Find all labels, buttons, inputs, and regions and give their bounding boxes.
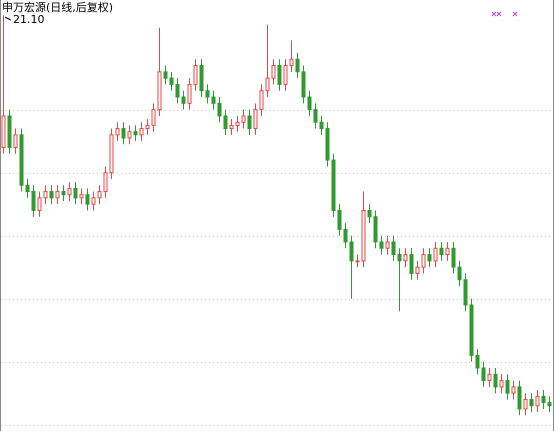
candle-body	[481, 367, 486, 382]
candle-body	[403, 254, 408, 262]
candle-body	[367, 209, 372, 218]
candle-body	[289, 58, 294, 67]
candle-body	[523, 398, 528, 410]
candle-body	[469, 304, 474, 356]
candle-body	[157, 71, 162, 111]
candle-body	[127, 131, 132, 139]
candle-body	[541, 395, 546, 404]
candle-body	[97, 191, 102, 199]
candle-body	[13, 134, 18, 148]
candle-body	[241, 115, 246, 123]
candle-body	[73, 187, 78, 199]
candle-body	[235, 121, 240, 126]
candle-body	[463, 279, 468, 306]
candle-body	[493, 373, 498, 388]
candle-body	[337, 209, 342, 230]
candle-body	[391, 241, 396, 256]
candle-body	[433, 247, 438, 262]
max-label: 21.10	[13, 13, 45, 26]
candle-body	[187, 83, 192, 104]
candle-body	[91, 197, 96, 205]
candle-body	[19, 134, 24, 186]
candle-body	[7, 115, 12, 148]
candle-body	[295, 58, 300, 73]
candle-body	[325, 128, 330, 161]
candle-body	[103, 172, 108, 193]
candle-body	[313, 109, 318, 123]
candle-body	[379, 241, 384, 249]
candle-body	[415, 266, 420, 274]
candle-body	[439, 247, 444, 256]
candle-body	[37, 197, 42, 211]
candle-body	[277, 65, 282, 85]
candle-body	[373, 216, 378, 243]
candle-body	[319, 121, 324, 130]
candle-body	[529, 398, 534, 407]
candle-body	[511, 386, 516, 394]
candle-body	[151, 109, 156, 126]
candle-body	[361, 209, 366, 262]
candle-body	[499, 380, 504, 388]
candle-body	[169, 77, 174, 85]
candle-body	[49, 191, 54, 199]
candle-body	[1, 115, 6, 148]
candle-body	[121, 128, 126, 139]
candle-body	[283, 65, 288, 85]
candle-body	[145, 124, 150, 130]
candle-body	[451, 247, 456, 268]
candle-body	[265, 77, 270, 92]
candle-body	[307, 96, 312, 111]
candle-body	[301, 71, 306, 98]
candle-body	[181, 96, 186, 104]
candle-body	[61, 191, 66, 196]
candle-body	[349, 241, 354, 262]
candle-body	[139, 128, 144, 136]
candle-body	[517, 386, 522, 410]
candle-body	[223, 115, 228, 130]
candle-body	[331, 159, 336, 211]
corner-icons	[491, 11, 518, 17]
candle-body	[109, 134, 114, 174]
candle-body	[343, 228, 348, 243]
candle-body	[247, 115, 252, 130]
candle-body	[253, 109, 258, 130]
candle-body	[457, 266, 462, 281]
candle-body	[271, 65, 276, 79]
max-arrow	[4, 16, 12, 21]
candle-body	[409, 254, 414, 274]
candle-body	[67, 187, 72, 196]
candle-body	[31, 191, 36, 211]
candle-body	[505, 380, 510, 394]
candle-body	[205, 90, 210, 98]
candle-body	[79, 194, 84, 199]
candle-body	[427, 254, 432, 262]
candle-body	[211, 96, 216, 104]
candle-body	[55, 191, 60, 199]
candle-body	[385, 241, 390, 249]
candle-body	[229, 124, 234, 130]
candle-body	[163, 71, 168, 79]
candle-body	[535, 395, 540, 407]
candle-body	[487, 373, 492, 382]
candle-body	[217, 102, 222, 117]
candle-body	[133, 131, 138, 136]
candle-body	[355, 260, 360, 263]
candle-body	[547, 402, 552, 407]
candle-body	[25, 184, 30, 193]
chart-title: 申万宏源(日线,后复权)	[2, 0, 113, 14]
grid	[1, 110, 553, 426]
candle-body	[259, 90, 264, 111]
candle-body	[43, 191, 48, 199]
candle-body	[199, 65, 204, 92]
candle-body	[115, 128, 120, 136]
candle-body	[421, 254, 426, 268]
candle-body	[175, 83, 180, 98]
candle-body	[85, 194, 90, 205]
candle-body	[193, 65, 198, 85]
candle-body	[445, 247, 450, 256]
candle-body	[397, 254, 402, 262]
candle-body	[475, 354, 480, 369]
